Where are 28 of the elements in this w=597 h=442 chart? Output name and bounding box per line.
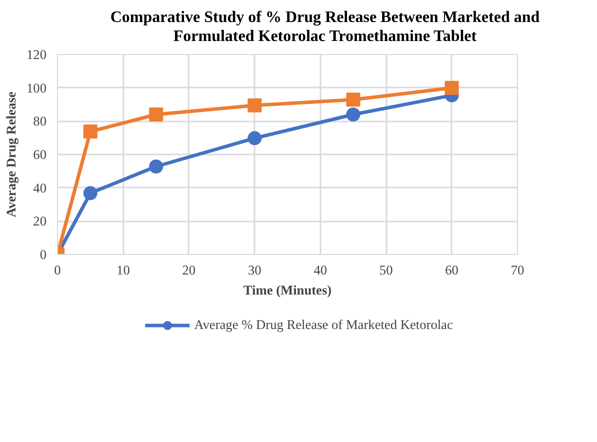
y-tick-label: 100 [26,80,47,96]
y-tick-label: 80 [33,114,47,130]
x-tick-label: 10 [116,262,130,278]
x-tick-label: 60 [445,262,459,278]
point [346,108,360,122]
x-tick-label: 50 [379,262,394,278]
x-tick-label: 0 [54,262,62,278]
point [248,132,262,146]
point [83,124,98,139]
point [346,93,360,108]
x-tick-label: 40 [314,262,328,278]
point [83,186,98,201]
x-tick-label: 30 [248,262,262,278]
point [248,98,262,113]
y-tick-label: 0 [40,247,47,262]
point [149,160,164,174]
y-axis-title: Average Drug Release [4,92,19,218]
y-tick-label: 20 [33,214,47,230]
x-tick-label: 20 [182,262,196,278]
legend-label: Average % Drug Release of Marketed Ketorolac [194,317,453,334]
x-axis-title: Time (Minutes) [243,282,332,298]
y-tick-label: 120 [26,47,47,62]
y-tick-label: 40 [33,180,47,196]
point [149,108,164,122]
chart-title: Comparative Study of % Drug Release Between Marketed and Formulated Ketorolac Tromethamine Tablet [109,8,541,46]
point [444,81,459,96]
y-tick-label: 60 [33,147,47,162]
x-tick-label: 70 [510,262,524,278]
